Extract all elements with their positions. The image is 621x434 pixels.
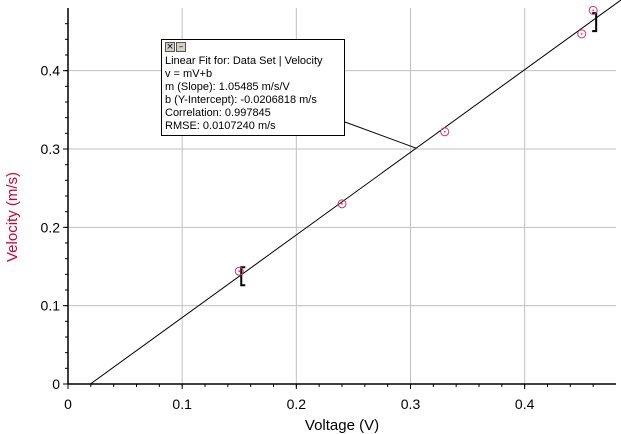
fit-rmse: RMSE: 0.0107240 m/s — [165, 120, 276, 132]
x-tick-label: 0.3 — [401, 396, 421, 412]
x-axis-title: Voltage (V) — [305, 417, 379, 434]
data-points — [234, 5, 598, 276]
ticks: 0 0.1 0.2 0.3 0.4 0 0.1 0.2 0.3 0.4 — [41, 23, 594, 412]
data-point — [577, 29, 587, 39]
linear-fit-box[interactable]: × – Linear Fit for: Data Set | Velocity … — [161, 39, 345, 136]
data-point-center — [592, 9, 595, 12]
data-point-center — [443, 130, 446, 133]
y-tick-label: 0 — [52, 376, 60, 392]
x-tick-label: 0 — [64, 396, 72, 412]
y-axis-title: Velocity (m/s) — [4, 172, 21, 262]
data-point-center — [580, 32, 583, 35]
x-tick-label: 0.2 — [287, 396, 307, 412]
fit-intercept: b (Y-Intercept): -0.0206818 m/s — [165, 94, 317, 106]
fit-leader-line — [344, 121, 417, 149]
minimize-icon[interactable]: – — [176, 42, 186, 52]
data-point — [440, 127, 450, 137]
y-tick-label: 0.4 — [41, 63, 61, 79]
fit-slope: m (Slope): 1.05485 m/s/V — [165, 81, 290, 93]
y-tick-label: 0.2 — [41, 219, 61, 235]
data-point-center — [238, 270, 241, 273]
x-tick-label: 0.1 — [172, 396, 192, 412]
fit-equation: v = mV+b — [165, 68, 213, 80]
y-tick-label: 0.3 — [41, 141, 61, 157]
data-point — [337, 199, 347, 209]
close-icon[interactable]: × — [165, 42, 175, 52]
data-point — [234, 266, 244, 276]
y-tick-label: 0.1 — [41, 298, 61, 314]
fit-title: Linear Fit for: Data Set | Velocity — [165, 55, 323, 67]
data-point-center — [341, 202, 343, 205]
fit-line-group — [90, 0, 621, 385]
fit-range-start-bracket — [240, 266, 246, 287]
fit-correlation: Correlation: 0.997845 — [165, 107, 271, 119]
x-tick-label: 0.4 — [515, 396, 535, 412]
fit-range-end-bracket — [592, 12, 598, 33]
fit-line — [90, 0, 621, 385]
data-point — [588, 5, 598, 15]
